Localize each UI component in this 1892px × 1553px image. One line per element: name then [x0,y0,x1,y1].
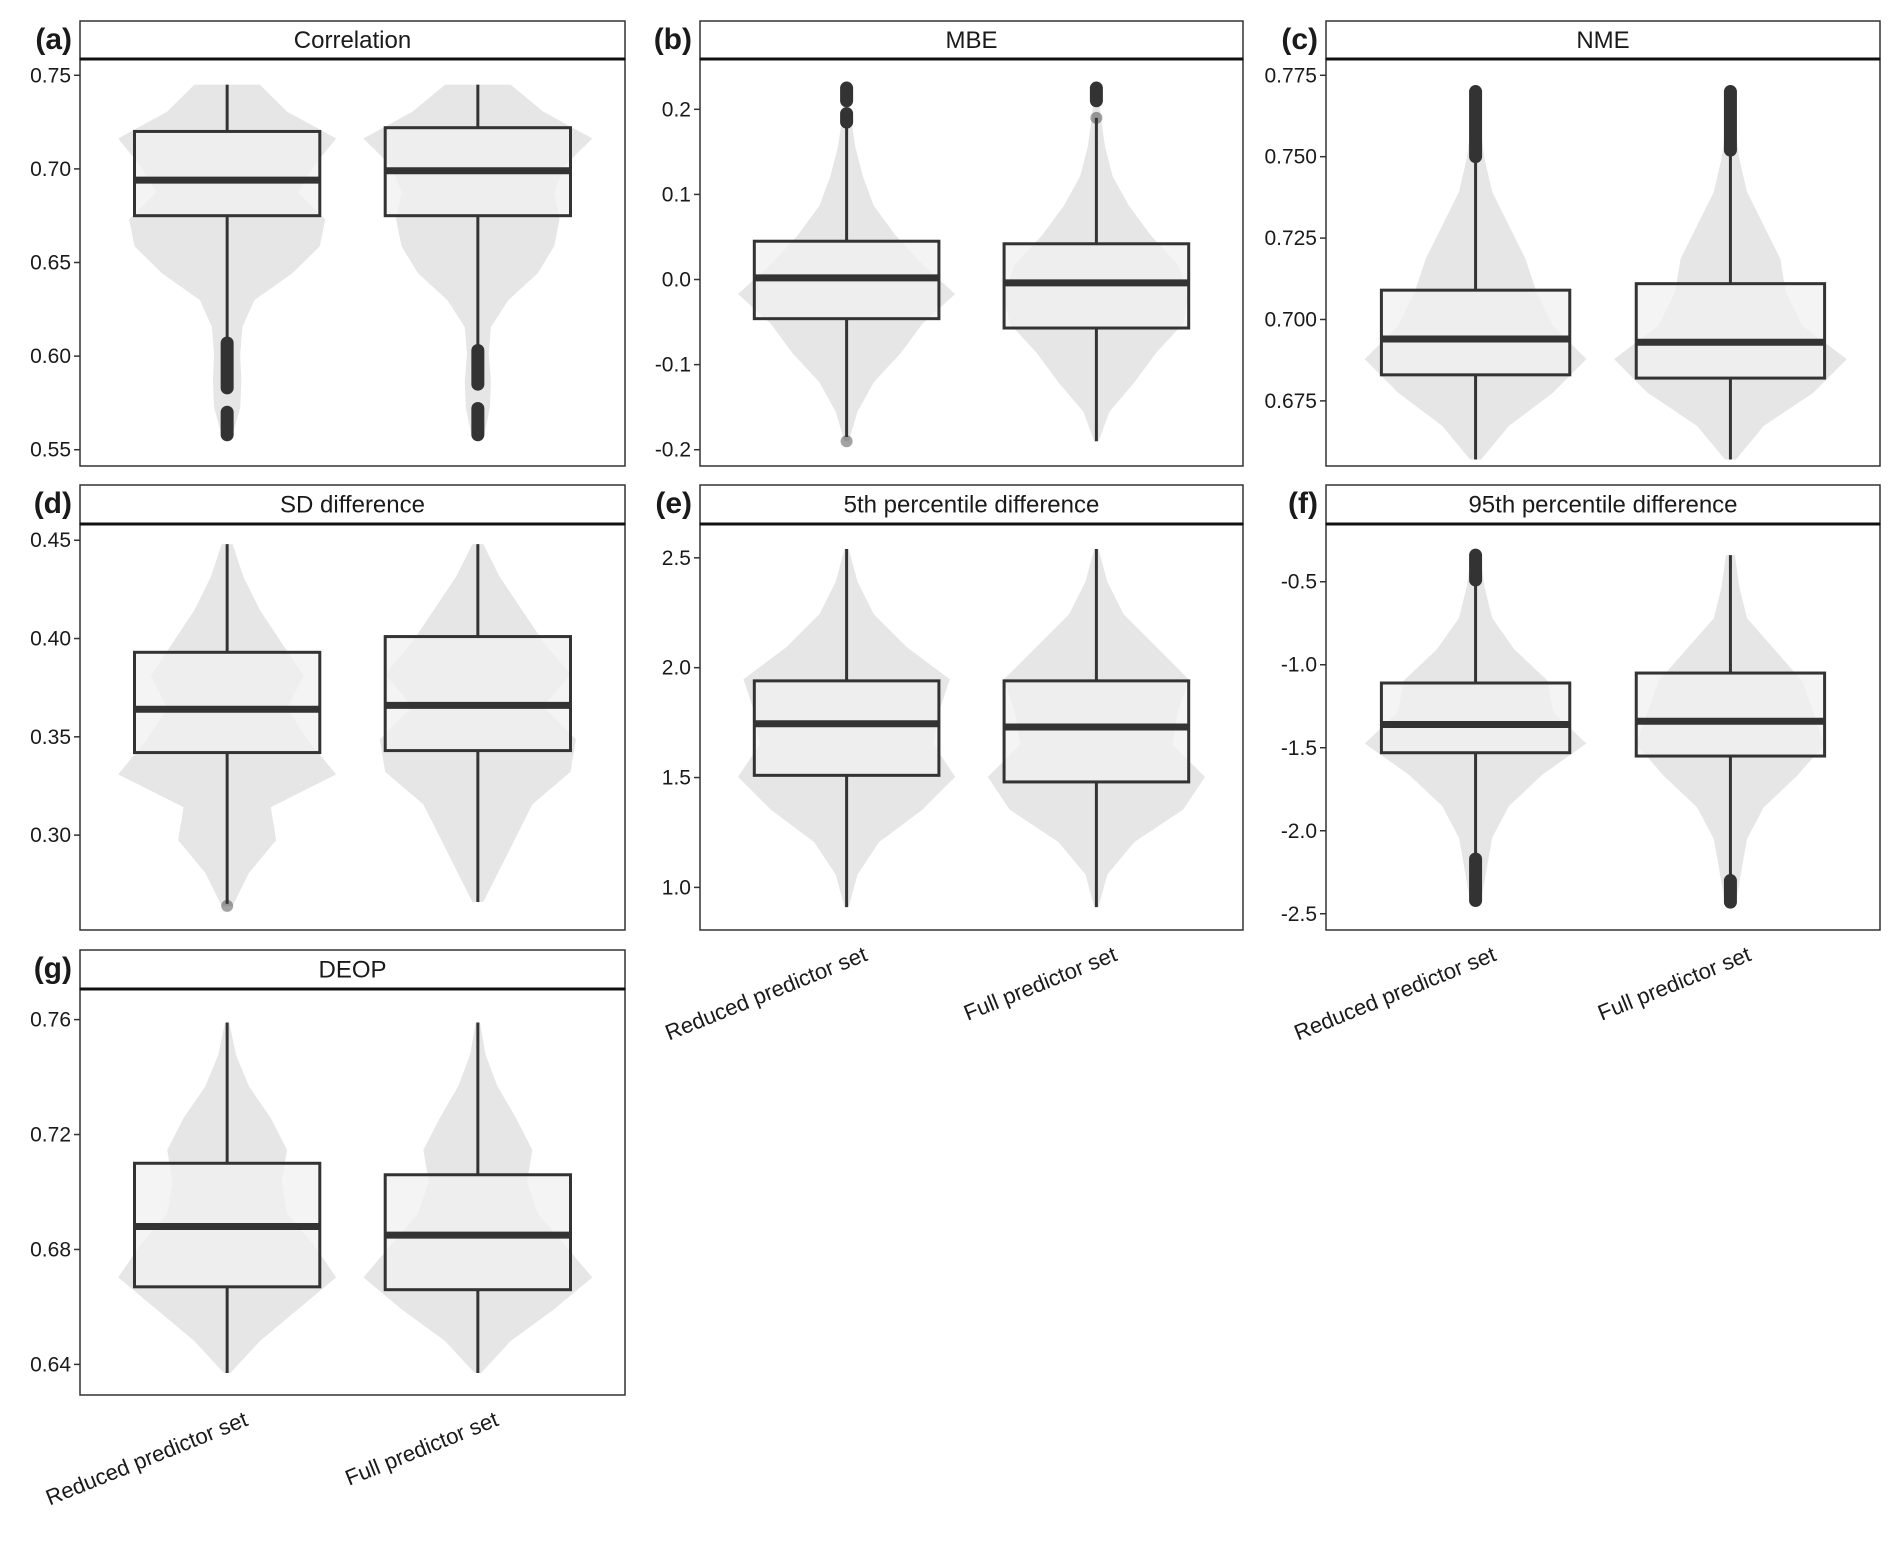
strip-background [79,949,626,990]
y-tick-label: -2.5 [1281,903,1317,926]
box-reduced [752,679,941,777]
x-category-label: Full predictor set [960,941,1120,1025]
outlier-point [221,899,234,912]
y-tick-label: 0.40 [30,628,71,651]
panel-nme: NME (c) 0.675 0.700 0.725 0.750 0.775 [1264,20,1881,467]
y-tick-label: -1.5 [1281,737,1317,760]
strip-background [79,20,626,60]
panel-correlation: Correlation (a) 0.55 0.60 0.65 0.70 0.75 [30,20,626,467]
panel-sd-difference: SD difference (d) 0.30 0.35 0.40 0.45 [30,484,626,931]
y-tick-label: 0.775 [1264,64,1317,87]
y-tick-label: -1.0 [1281,654,1317,677]
y-tick-label: -0.2 [655,439,691,462]
panel-letter: (g) [34,952,72,985]
y-tick-label: 0.700 [1264,308,1317,331]
y-tick-label: 0.1 [662,183,691,206]
panel-letter: (b) [654,23,692,56]
strip-background [1325,20,1881,60]
panel-title: DEOP [318,957,386,984]
strip-background [79,484,626,525]
strip-background [1325,484,1881,525]
y-tick-label: 0.2 [662,98,691,121]
y-tick-label: 2.5 [662,547,691,570]
panel-title: 5th percentile difference [844,492,1100,519]
y-tick-label: 1.5 [662,767,691,790]
panel-title: Correlation [294,27,411,54]
box-full [1002,679,1191,784]
panel-deop: DEOP (g) 0.64 0.68 0.72 0.76 Reduced predictor… [30,949,626,1510]
y-tick-label: 0.750 [1264,146,1317,169]
y-tick-label: -0.5 [1281,571,1317,594]
box-full [383,635,573,753]
box-reduced [1379,288,1572,377]
y-tick-label: 0.72 [30,1124,71,1147]
panel-title: SD difference [280,492,425,519]
panel-5th-percentile-difference: 5th percentile difference (e) 1.0 1.5 2.0 2.5… [655,484,1244,1045]
box-full [1634,671,1827,758]
box-full [1634,282,1827,380]
y-tick-label: -0.1 [655,354,691,377]
panel-letter: (d) [34,487,72,520]
y-tick-label: -2.0 [1281,820,1317,843]
panel-95th-percentile-difference: 95th percentile difference (f) -2.5 -2.0 -1.… [1281,484,1881,1045]
y-tick-label: 0.68 [30,1238,71,1261]
panel-mbe: MBE (b) -0.2 -0.1 0.0 0.1 0.2 [654,20,1244,467]
y-tick-label: 0.35 [30,726,71,749]
panel-title: 95th percentile difference [1468,492,1737,519]
y-tick-label: 2.0 [662,657,691,680]
box-reduced [1379,681,1572,755]
y-tick-label: 0.45 [30,529,71,552]
box-reduced [133,129,322,218]
y-tick-label: 0.30 [30,824,71,847]
y-tick-label: 0.75 [30,64,71,87]
strip-background [699,484,1244,525]
y-tick-label: 0.725 [1264,227,1317,250]
y-tick-label: 0.70 [30,158,71,181]
y-tick-label: 0.76 [30,1009,71,1032]
panel-letter: (e) [655,487,692,520]
x-category-label: Full predictor set [1594,941,1754,1025]
x-category-label: Full predictor set [342,1406,502,1490]
y-tick-label: 0.64 [30,1353,71,1376]
x-category-label: Reduced predictor set [1291,941,1500,1045]
y-tick-label: 0.65 [30,252,71,275]
strip-background [699,20,1244,60]
plot-area [1325,58,1881,467]
outlier-point [1090,111,1103,124]
y-tick-label: 1.0 [662,876,691,899]
panel-title: MBE [945,27,997,54]
panel-letter: (a) [35,23,72,56]
panel-letter: (c) [1281,23,1318,56]
outlier-point [840,435,853,448]
x-category-label: Reduced predictor set [42,1406,251,1510]
panel-letter: (f) [1288,487,1318,520]
y-tick-label: 0.675 [1264,390,1317,413]
x-category-label: Reduced predictor set [662,941,871,1045]
y-tick-label: 0.60 [30,345,71,368]
y-tick-label: 0.0 [662,269,691,292]
panel-title: NME [1576,27,1629,54]
y-tick-label: 0.55 [30,439,71,462]
box-reduced [133,650,322,755]
